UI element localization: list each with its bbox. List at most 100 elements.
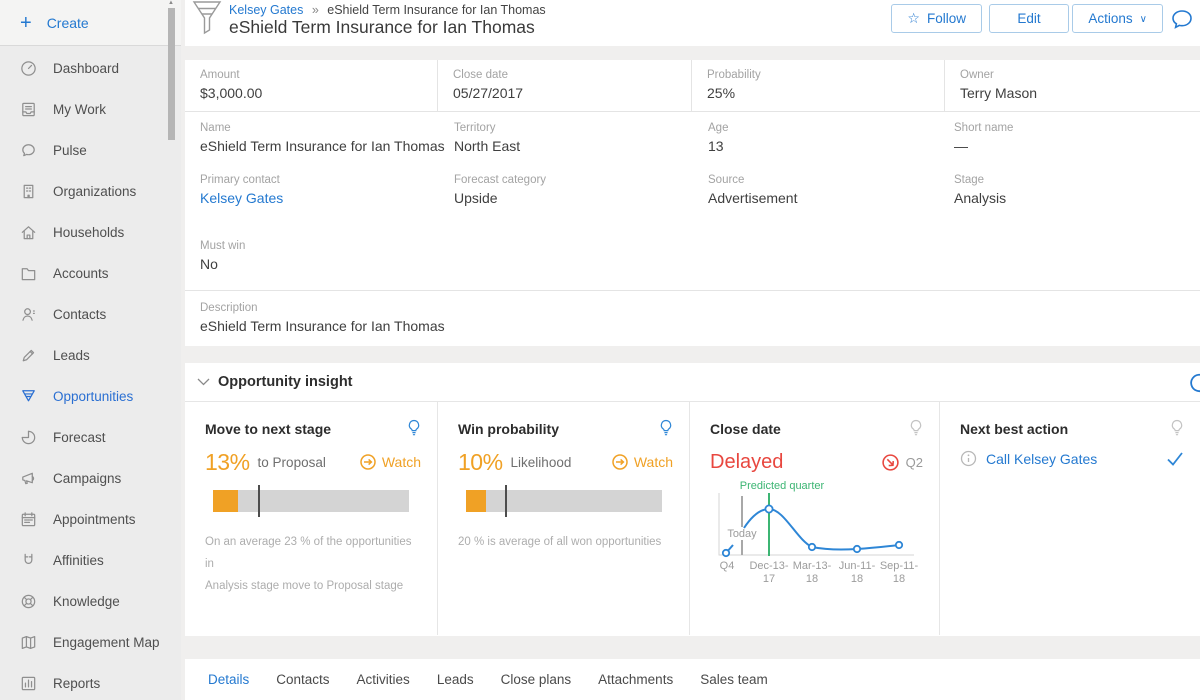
primary-contact-link[interactable]: Kelsey Gates <box>200 190 284 206</box>
summary-row: Amount $3,000.00 Close date 05/27/2017 P… <box>185 60 1200 112</box>
watch-link[interactable]: Watch <box>359 453 421 471</box>
x-tick: 18 <box>893 573 905 585</box>
lightbulb-icon[interactable] <box>659 419 673 438</box>
card-title: Next best action <box>960 420 1069 437</box>
stage-move-percent: 13% <box>205 448 250 475</box>
edit-label: Edit <box>1017 11 1041 26</box>
sidebar-item-accounts[interactable]: Accounts <box>0 253 181 294</box>
sidebar-item-knowledge[interactable]: Knowledge <box>0 581 181 622</box>
next-best-action-link[interactable]: Call Kelsey Gates <box>986 450 1098 467</box>
field-value: Upside <box>454 190 498 206</box>
create-button[interactable]: + Create <box>0 0 181 46</box>
actions-button[interactable]: Actions ∨ <box>1072 4 1163 33</box>
info-icon[interactable] <box>960 450 977 467</box>
opportunities-icon <box>22 390 35 402</box>
sidebar-scrollbar[interactable]: ▲ <box>167 0 176 700</box>
today-label-bg <box>727 527 757 540</box>
tab-attachments[interactable]: Attachments <box>598 672 674 687</box>
caption-line: On an average 23 % of the opportunities … <box>205 536 412 570</box>
scroll-up-icon[interactable]: ▲ <box>168 0 174 6</box>
tab-leads[interactable]: Leads <box>436 672 474 687</box>
watch-label: Watch <box>381 454 421 470</box>
sidebar-item-pulse[interactable]: Pulse <box>0 130 181 171</box>
lightbulb-icon[interactable] <box>909 419 923 438</box>
card-next-best-action: Next best action Call Kelsey Gates <box>940 402 1200 635</box>
chart-axes <box>718 493 914 556</box>
field-description: Description eShield Term Insurance for I… <box>200 302 445 334</box>
field-value: Terry Mason <box>960 85 1038 101</box>
affinities-icon <box>24 553 33 564</box>
follow-label: Follow <box>926 11 966 26</box>
field-territory: Territory North East <box>454 122 520 154</box>
sidebar-item-organizations[interactable]: Organizations <box>0 171 181 212</box>
sidebar-item-dashboard[interactable]: Dashboard <box>0 48 181 89</box>
lightbulb-icon[interactable] <box>1170 419 1184 438</box>
breadcrumb-parent-link[interactable]: Kelsey Gates <box>229 3 304 17</box>
data-point <box>807 542 817 552</box>
field-label: Name <box>200 122 231 134</box>
tab-details[interactable]: Details <box>208 672 250 687</box>
win-probability-progress-bar <box>466 485 662 517</box>
tab-activities[interactable]: Activities <box>356 672 410 687</box>
watch-label: Watch <box>633 454 673 470</box>
field-label: Amount <box>200 69 240 81</box>
sidebar-item-label: My Work <box>53 102 106 117</box>
watch-link[interactable]: Watch <box>611 453 673 471</box>
data-point <box>852 544 862 554</box>
refresh-icon[interactable] <box>1186 372 1200 396</box>
sidebar-item-label: Affinities <box>53 553 104 568</box>
sidebar-item-opportunities[interactable]: Opportunities <box>0 376 181 417</box>
sidebar-item-forecast[interactable]: Forecast <box>0 417 181 458</box>
sidebar-item-engagement-map[interactable]: Engagement Map <box>0 622 181 663</box>
sidebar-item-leads[interactable]: Leads <box>0 335 181 376</box>
organizations-icon <box>23 184 34 199</box>
x-tick: Q4 <box>720 560 735 572</box>
tab-sales-team[interactable]: Sales team <box>700 672 768 687</box>
campaigns-icon <box>22 472 35 485</box>
tab-close-plans[interactable]: Close plans <box>500 672 572 687</box>
sidebar-item-campaigns[interactable]: Campaigns <box>0 458 181 499</box>
field-label: Description <box>200 302 258 314</box>
sidebar-item-my-work[interactable]: My Work <box>0 89 181 130</box>
field-label: Owner <box>960 69 994 81</box>
benchmark-marker <box>505 485 508 517</box>
chevron-down-icon: ∨ <box>1139 13 1147 25</box>
breadcrumb: Kelsey Gates » eShield Term Insurance fo… <box>229 3 546 17</box>
opportunity-insight-panel: Opportunity insight Move to next stage 1… <box>185 363 1200 636</box>
field-primary-contact: Primary contact Kelsey Gates <box>200 174 283 206</box>
field-label: Stage <box>954 174 985 186</box>
sidebar-item-label: Contacts <box>53 307 107 322</box>
x-tick: 18 <box>806 573 818 585</box>
sidebar-item-label: Opportunities <box>53 389 134 404</box>
watch-icon <box>612 454 628 470</box>
divider <box>185 290 1200 291</box>
follow-button[interactable]: ☆ Follow <box>891 4 982 33</box>
sidebar-item-contacts[interactable]: Contacts <box>0 294 181 335</box>
sidebar-item-label: Knowledge <box>53 594 120 609</box>
scrollbar-thumb[interactable] <box>168 8 175 140</box>
sidebar-item-households[interactable]: Households <box>0 212 181 253</box>
predicted-quarter-label: Predicted quarter <box>740 480 825 492</box>
accept-check-icon[interactable] <box>1166 451 1184 467</box>
sidebar-item-reports[interactable]: Reports <box>0 663 181 700</box>
card-title: Win probability <box>458 420 559 437</box>
tab-contacts[interactable]: Contacts <box>276 672 330 687</box>
record-tabs: Details Contacts Activities Leads Close … <box>185 659 1200 700</box>
x-tick: 17 <box>763 573 775 585</box>
collapse-chevron-icon[interactable] <box>197 378 210 387</box>
insight-title: Opportunity insight <box>218 374 353 390</box>
sidebar-item-appointments[interactable]: Appointments <box>0 499 181 540</box>
sidebar-item-label: Campaigns <box>53 471 122 486</box>
field-value: — <box>954 138 968 154</box>
sidebar-item-affinities[interactable]: Affinities <box>0 540 181 581</box>
field-label: Short name <box>954 122 1014 134</box>
lightbulb-icon[interactable] <box>407 419 421 438</box>
comments-icon[interactable] <box>1169 7 1195 33</box>
stage-move-progress-bar <box>213 485 409 517</box>
breadcrumb-separator: » <box>311 3 319 17</box>
sidebar-item-label: Engagement Map <box>53 635 160 650</box>
sidebar-nav: Dashboard My Work Pulse Organizations Ho… <box>0 48 181 700</box>
edit-button[interactable]: Edit <box>989 4 1069 33</box>
pulse-icon <box>22 144 35 157</box>
